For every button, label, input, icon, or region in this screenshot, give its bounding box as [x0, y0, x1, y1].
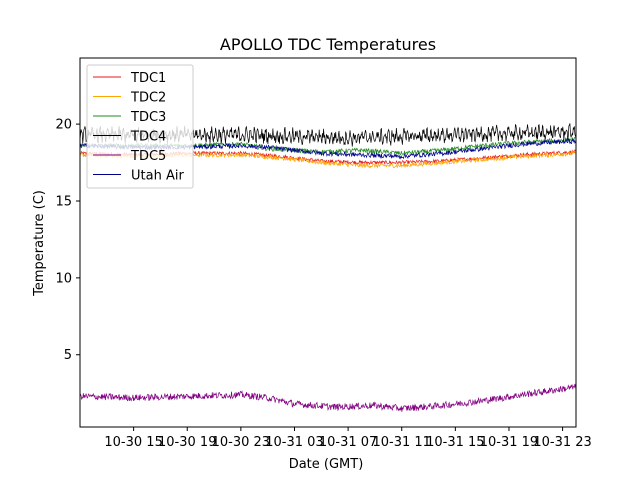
x-tick-label: 10-31 11: [373, 435, 431, 450]
legend-label: TDC5: [130, 149, 166, 164]
plot-frame: [79, 57, 577, 428]
legend-label: TDC1: [130, 71, 166, 86]
x-tick-label: 10-31 19: [480, 435, 538, 450]
legend: TDC1 TDC2 TDC3 TDC4 TDC5 Utah Air: [86, 64, 194, 189]
x-tick-label: 10-31 15: [426, 435, 484, 450]
legend-label: Utah Air: [131, 169, 184, 184]
y-axis-label: Temperature (C): [32, 190, 47, 297]
y-tick-label: 15: [55, 194, 72, 209]
x-tick-label: 10-30 15: [104, 435, 162, 450]
legend-box: [86, 64, 194, 189]
x-tick-label: 10-31 23: [533, 435, 591, 450]
y-tick-label: 20: [55, 118, 72, 133]
x-tick-label: 10-31 03: [265, 435, 323, 450]
legend-label: TDC3: [130, 110, 166, 125]
chart-title: APOLLO TDC Temperatures: [220, 35, 436, 54]
series-line-tdc5: [80, 383, 576, 412]
legend-label: TDC4: [130, 130, 166, 145]
legend-label: TDC2: [130, 91, 166, 106]
x-axis-label: Date (GMT): [289, 457, 364, 472]
x-tick-label: 10-30 23: [212, 435, 270, 450]
x-tick-label: 10-31 07: [319, 435, 377, 450]
y-tick-label: 5: [64, 348, 72, 363]
y-axis: 5 10 15 20: [55, 118, 80, 363]
y-tick-label: 10: [55, 271, 72, 286]
x-tick-label: 10-30 19: [158, 435, 216, 450]
